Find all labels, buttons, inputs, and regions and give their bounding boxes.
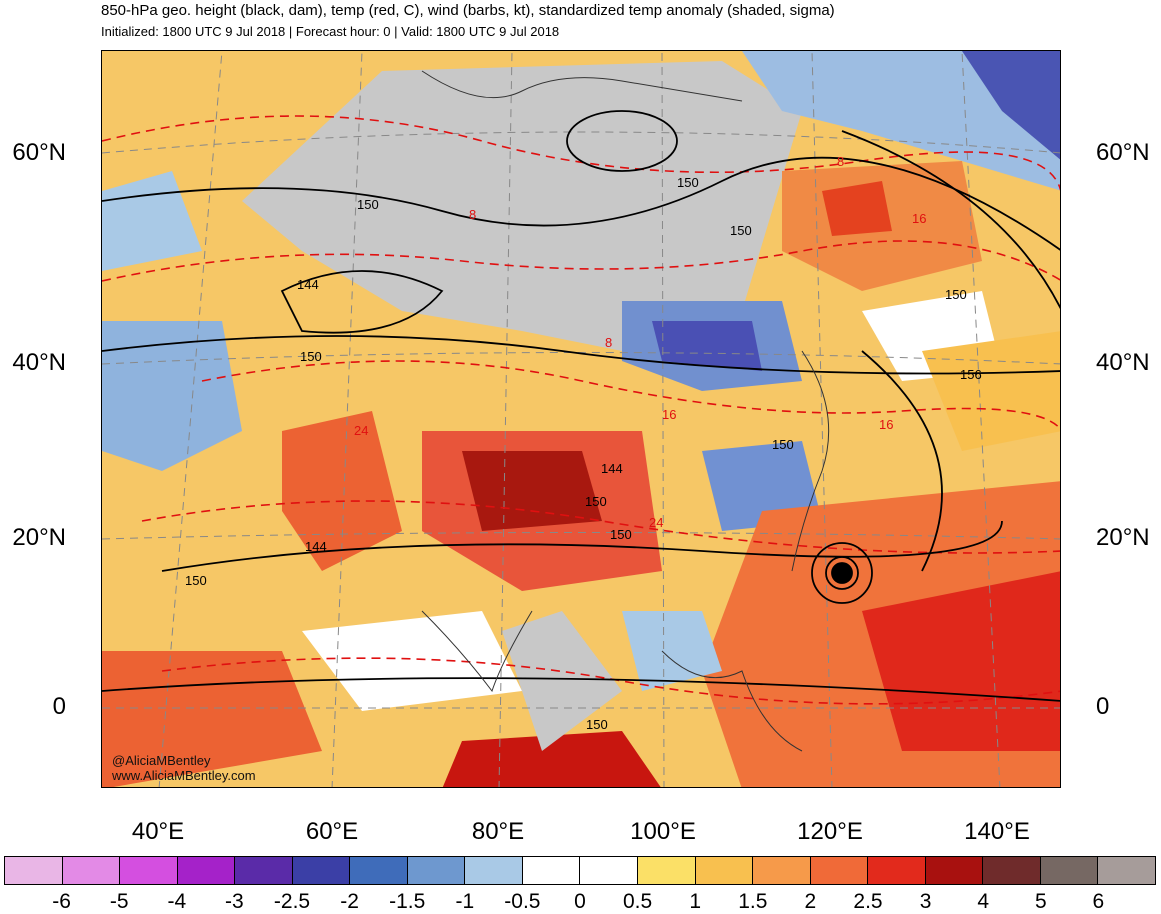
lon-label: 120°E xyxy=(797,818,863,845)
colorbar-tick-label: -0.5 xyxy=(504,890,541,913)
credit-site: www.AliciaMBentley.com xyxy=(112,768,256,783)
colorbar-tick-label: 6 xyxy=(1092,890,1105,913)
colorbar-tick-label: 5 xyxy=(1034,890,1047,913)
colorbar-tick-label: -1 xyxy=(455,890,475,913)
temp-label: 16 xyxy=(879,417,893,432)
colorbar-tick-label: -4 xyxy=(167,890,187,913)
colorbar-tick-label: 2 xyxy=(804,890,817,913)
temp-label: 24 xyxy=(649,515,663,530)
colorbar-swatch xyxy=(292,857,351,884)
map-svg: 150 150 150 144 150 150 156 150 144 150 … xyxy=(102,51,1060,787)
colorbar-tick-label: -2.5 xyxy=(273,890,311,913)
colorbar-tick-label: -5 xyxy=(109,890,129,913)
temp-label: 8 xyxy=(605,335,612,350)
colorbar-swatch xyxy=(1098,857,1155,884)
height-label: 150 xyxy=(357,197,379,212)
height-label: 150 xyxy=(586,717,608,732)
lat-label-left: 60°N xyxy=(12,139,66,166)
height-label: 150 xyxy=(185,573,207,588)
colorbar-tick-label: 0.5 xyxy=(622,890,653,913)
map-panel: 150 150 150 144 150 150 156 150 144 150 … xyxy=(101,50,1061,788)
lon-label: 100°E xyxy=(630,818,696,845)
lon-label: 140°E xyxy=(964,818,1030,845)
height-label: 156 xyxy=(960,367,982,382)
colorbar-swatch xyxy=(638,857,696,884)
colorbar-tick-label: 1.5 xyxy=(738,890,768,913)
figure-title: 850-hPa geo. height (black, dam), temp (… xyxy=(101,2,835,19)
colorbar-tick-label: 3 xyxy=(919,890,932,913)
temp-label: 16 xyxy=(662,407,676,422)
height-label-group: 150 150 150 144 150 150 156 150 144 150 … xyxy=(185,175,982,732)
lon-label: 60°E xyxy=(305,818,359,845)
height-label: 144 xyxy=(601,461,623,476)
colorbar-swatch xyxy=(177,857,236,884)
colorbar-swatch xyxy=(350,857,408,884)
lat-label-left: 20°N xyxy=(12,524,66,551)
colorbar-swatch xyxy=(465,857,523,884)
lat-label-right: 20°N xyxy=(1096,524,1150,551)
figure-subtitle: Initialized: 1800 UTC 9 Jul 2018 | Forec… xyxy=(101,24,560,39)
colorbar-tick-label: 0 xyxy=(574,890,586,913)
lon-label: 80°E xyxy=(471,818,525,845)
colorbar-swatch xyxy=(120,857,178,884)
colorbar-tick-label: -2 xyxy=(340,890,359,913)
coastlines xyxy=(421,70,830,752)
height-label: 150 xyxy=(772,437,794,452)
temp-label-group: 8 8 8 16 16 16 24 24 xyxy=(354,154,926,530)
colorbar-swatch xyxy=(983,857,1041,884)
height-label: 150 xyxy=(300,349,322,364)
height-label: 150 xyxy=(945,287,967,302)
temp-label: 24 xyxy=(354,423,368,438)
lat-label-left: 40°N xyxy=(12,349,66,376)
colorbar-tick-label: -1.5 xyxy=(389,890,426,913)
temp-label: 16 xyxy=(912,211,926,226)
colorbar-swatch xyxy=(407,857,466,884)
lat-label-right: 0 xyxy=(1096,693,1110,720)
height-label: 144 xyxy=(305,539,327,554)
colorbar-swatch xyxy=(695,857,754,884)
anomaly-shading xyxy=(102,51,1060,787)
credit-handle: @AliciaMBentley xyxy=(112,753,211,768)
colorbar-swatch xyxy=(235,857,293,884)
lat-label-right: 60°N xyxy=(1096,139,1150,166)
colorbar-swatch xyxy=(868,857,926,884)
colorbar-swatch xyxy=(580,857,639,884)
lat-label-right: 40°N xyxy=(1096,349,1150,376)
colorbar-swatch xyxy=(810,857,869,884)
colorbar-swatch xyxy=(753,857,811,884)
height-contours xyxy=(102,110,1060,702)
colorbar-swatch xyxy=(5,857,63,884)
colorbar-swatch xyxy=(522,857,581,884)
colorbar-swatch xyxy=(1040,857,1099,884)
height-label: 150 xyxy=(677,175,699,190)
colorbar-tick-label: 1 xyxy=(689,890,702,913)
lat-label-left: 0 xyxy=(52,693,66,720)
colorbar-ticks: -6 -5 -4 -3 -2.5 -2 -1.5 -1 -0.5 0 0.5 1 1.5 2 2.5 3 4 5 6 xyxy=(0,890,1161,913)
temp-label: 8 xyxy=(469,207,476,222)
colorbar xyxy=(4,856,1156,885)
graticule xyxy=(102,51,1060,787)
colorbar-tick-label: 2.5 xyxy=(853,890,883,913)
colorbar-swatch xyxy=(62,857,121,884)
temp-label: 8 xyxy=(837,154,844,169)
height-label: 150 xyxy=(730,223,752,238)
colorbar-tick-label: -3 xyxy=(225,890,244,913)
height-label: 144 xyxy=(297,277,319,292)
colorbar-swatch xyxy=(925,857,984,884)
lon-label: 40°E xyxy=(131,818,185,845)
height-label: 150 xyxy=(585,494,607,509)
temperature-contours xyxy=(102,115,1060,705)
colorbar-tick-label: 4 xyxy=(977,890,990,913)
colorbar-tick-label: -6 xyxy=(52,890,71,913)
height-label: 150 xyxy=(610,527,632,542)
